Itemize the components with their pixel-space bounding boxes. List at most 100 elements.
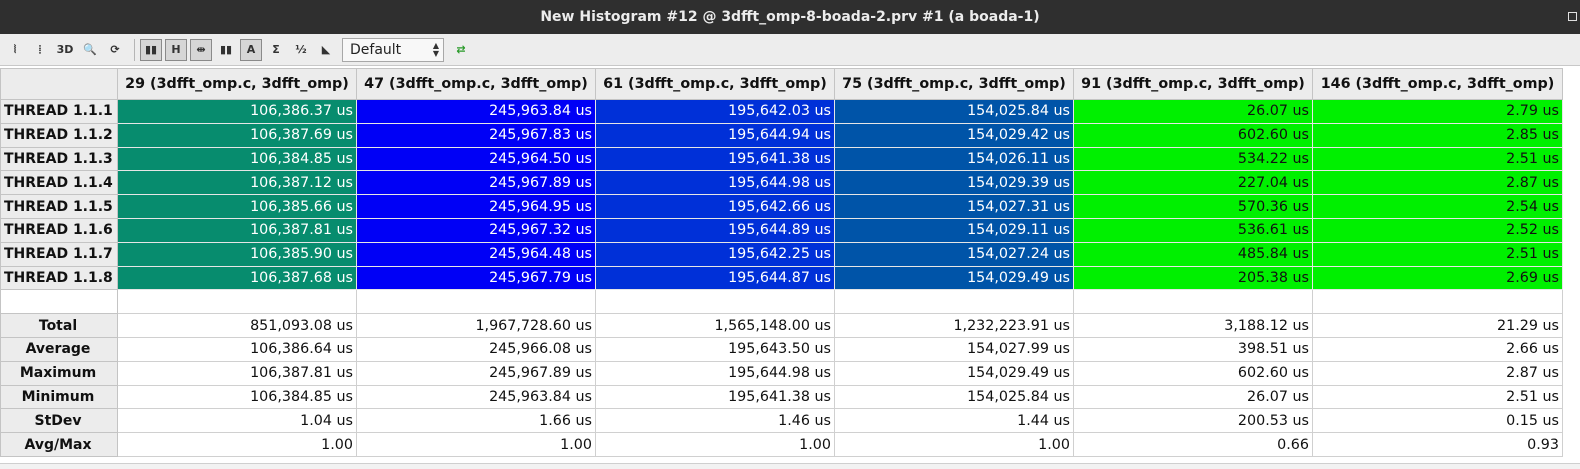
- table-cell[interactable]: 2.79 us: [1312, 99, 1563, 124]
- table-cell[interactable]: 195,644.89 us: [595, 217, 835, 243]
- table-cell[interactable]: 245,967.79 us: [356, 265, 596, 291]
- table-cell[interactable]: 154,026.11 us: [834, 146, 1074, 172]
- table-cell[interactable]: 106,387.12 us: [117, 170, 357, 196]
- table-cell[interactable]: 2.52 us: [1312, 217, 1563, 243]
- stat-cell: 1.66 us: [356, 408, 596, 434]
- table-cell[interactable]: 205.38 us: [1073, 265, 1313, 291]
- table-cell[interactable]: 195,642.03 us: [595, 99, 835, 124]
- stat-cell: 398.51 us: [1073, 336, 1313, 362]
- table-cell[interactable]: 2.51 us: [1312, 146, 1563, 172]
- table-cell[interactable]: 2.69 us: [1312, 265, 1563, 291]
- table-cell[interactable]: 26.07 us: [1073, 99, 1313, 124]
- stat-cell: 106,387.81 us: [117, 360, 357, 386]
- column-header[interactable]: 75 (3dfft_omp.c, 3dfft_omp): [834, 68, 1074, 100]
- column-header[interactable]: 61 (3dfft_omp.c, 3dfft_omp): [595, 68, 835, 100]
- label-icon[interactable]: A: [240, 38, 262, 61]
- row-header[interactable]: THREAD 1.1.8: [0, 265, 118, 291]
- 3d-icon[interactable]: 3D: [56, 43, 74, 56]
- table-cell[interactable]: 536.61 us: [1073, 217, 1313, 243]
- percent-icon[interactable]: ½: [295, 43, 307, 56]
- table-cell[interactable]: 245,963.84 us: [356, 99, 596, 124]
- row-header[interactable]: THREAD 1.1.4: [0, 170, 118, 196]
- column-header[interactable]: 47 (3dfft_omp.c, 3dfft_omp): [356, 68, 596, 100]
- table-cell[interactable]: 106,385.66 us: [117, 194, 357, 219]
- table-cell[interactable]: 2.85 us: [1312, 122, 1563, 148]
- window-titlebar[interactable]: New Histogram #12 @ 3dfft_omp-8-boada-2.…: [0, 0, 1580, 34]
- table-cell[interactable]: 106,384.85 us: [117, 146, 357, 172]
- row-header[interactable]: THREAD 1.1.1: [0, 99, 118, 124]
- stat-label: Avg/Max: [0, 432, 118, 457]
- stat-cell: 195,643.50 us: [595, 336, 835, 362]
- thread-row: THREAD 1.1.6 106,387.81 us 245,967.32 us 19…: [0, 217, 1563, 243]
- table-cell[interactable]: 106,387.69 us: [117, 122, 357, 148]
- table-cell[interactable]: 195,644.87 us: [595, 265, 835, 291]
- color-mode-icon[interactable]: ▮▮: [140, 38, 162, 61]
- table-cell[interactable]: 2.87 us: [1312, 170, 1563, 196]
- table-cell[interactable]: 154,029.39 us: [834, 170, 1074, 196]
- open-data-window-icon[interactable]: ⦙: [38, 42, 42, 56]
- table-cell[interactable]: 106,386.37 us: [117, 99, 357, 124]
- table-cell[interactable]: 195,642.66 us: [595, 194, 835, 219]
- table-cell[interactable]: 195,642.25 us: [595, 241, 835, 267]
- sync-icon[interactable]: ⇄: [456, 43, 466, 56]
- table-cell[interactable]: 570.36 us: [1073, 194, 1313, 219]
- table-cell[interactable]: 245,967.32 us: [356, 217, 596, 243]
- column-header[interactable]: 146 (3dfft_omp.c, 3dfft_omp): [1312, 68, 1563, 100]
- table-cell[interactable]: 245,964.48 us: [356, 241, 596, 267]
- row-header[interactable]: THREAD 1.1.7: [0, 241, 118, 267]
- row-header[interactable]: THREAD 1.1.6: [0, 217, 118, 243]
- column-header[interactable]: 91 (3dfft_omp.c, 3dfft_omp): [1073, 68, 1313, 100]
- row-header[interactable]: THREAD 1.1.3: [0, 146, 118, 172]
- stat-cell: 0.93: [1312, 432, 1563, 457]
- table-cell[interactable]: 245,964.50 us: [356, 146, 596, 172]
- thread-row: THREAD 1.1.8 106,387.68 us 245,967.79 us 19…: [0, 265, 1563, 291]
- thread-row: THREAD 1.1.1 106,386.37 us 245,963.84 us 19…: [0, 99, 1563, 124]
- stat-cell: 245,967.89 us: [356, 360, 596, 386]
- zoom-icon[interactable]: 🔍: [83, 43, 97, 56]
- horizontal-scrollbar[interactable]: [0, 463, 1580, 469]
- table-cell[interactable]: 106,387.68 us: [117, 265, 357, 291]
- table-cell[interactable]: 602.60 us: [1073, 122, 1313, 148]
- empty-cell: [1312, 289, 1563, 315]
- horizontal-icon[interactable]: H: [165, 38, 187, 61]
- empty-cell: [117, 289, 357, 315]
- row-header[interactable]: THREAD 1.1.5: [0, 194, 118, 219]
- stat-cell: 106,384.85 us: [117, 384, 357, 410]
- table-cell[interactable]: 154,029.42 us: [834, 122, 1074, 148]
- row-header[interactable]: THREAD 1.1.2: [0, 122, 118, 148]
- stat-cell: 1.00: [117, 432, 357, 457]
- table-cell[interactable]: 106,387.81 us: [117, 217, 357, 243]
- open-control-window-icon[interactable]: ⦚: [13, 42, 17, 56]
- table-cell[interactable]: 227.04 us: [1073, 170, 1313, 196]
- stat-cell: 1.44 us: [834, 408, 1074, 434]
- table-cell[interactable]: 2.54 us: [1312, 194, 1563, 219]
- column-header[interactable]: 29 (3dfft_omp.c, 3dfft_omp): [117, 68, 357, 100]
- stat-cell: 154,027.99 us: [834, 336, 1074, 362]
- hide-empty-icon[interactable]: ⇹: [190, 38, 212, 61]
- table-cell[interactable]: 245,964.95 us: [356, 194, 596, 219]
- table-cell[interactable]: 2.51 us: [1312, 241, 1563, 267]
- table-cell[interactable]: 154,029.11 us: [834, 217, 1074, 243]
- table-cell[interactable]: 534.22 us: [1073, 146, 1313, 172]
- table-cell[interactable]: 106,385.90 us: [117, 241, 357, 267]
- table-cell[interactable]: 485.84 us: [1073, 241, 1313, 267]
- table-cell[interactable]: 154,029.49 us: [834, 265, 1074, 291]
- table-cell[interactable]: 245,967.83 us: [356, 122, 596, 148]
- stat-cell: 245,963.84 us: [356, 384, 596, 410]
- stat-cell: 1,967,728.60 us: [356, 313, 596, 338]
- table-cell[interactable]: 195,644.98 us: [595, 170, 835, 196]
- table-cell[interactable]: 154,027.31 us: [834, 194, 1074, 219]
- totals-icon[interactable]: Σ: [272, 43, 280, 56]
- gradient-icon[interactable]: ▮▮: [219, 43, 233, 56]
- semantic-icon[interactable]: ◣: [321, 43, 331, 56]
- table-cell[interactable]: 195,644.94 us: [595, 122, 835, 148]
- table-cell[interactable]: 195,641.38 us: [595, 146, 835, 172]
- table-cell[interactable]: 245,967.89 us: [356, 170, 596, 196]
- table-cell[interactable]: 154,025.84 us: [834, 99, 1074, 124]
- redraw-icon[interactable]: ⟳: [110, 43, 120, 56]
- maximize-icon[interactable]: [1568, 12, 1577, 21]
- empty-cell: [595, 289, 835, 315]
- stat-cell: 21.29 us: [1312, 313, 1563, 338]
- table-cell[interactable]: 154,027.24 us: [834, 241, 1074, 267]
- color-scheme-select[interactable]: Default ▲ ▼: [342, 37, 444, 62]
